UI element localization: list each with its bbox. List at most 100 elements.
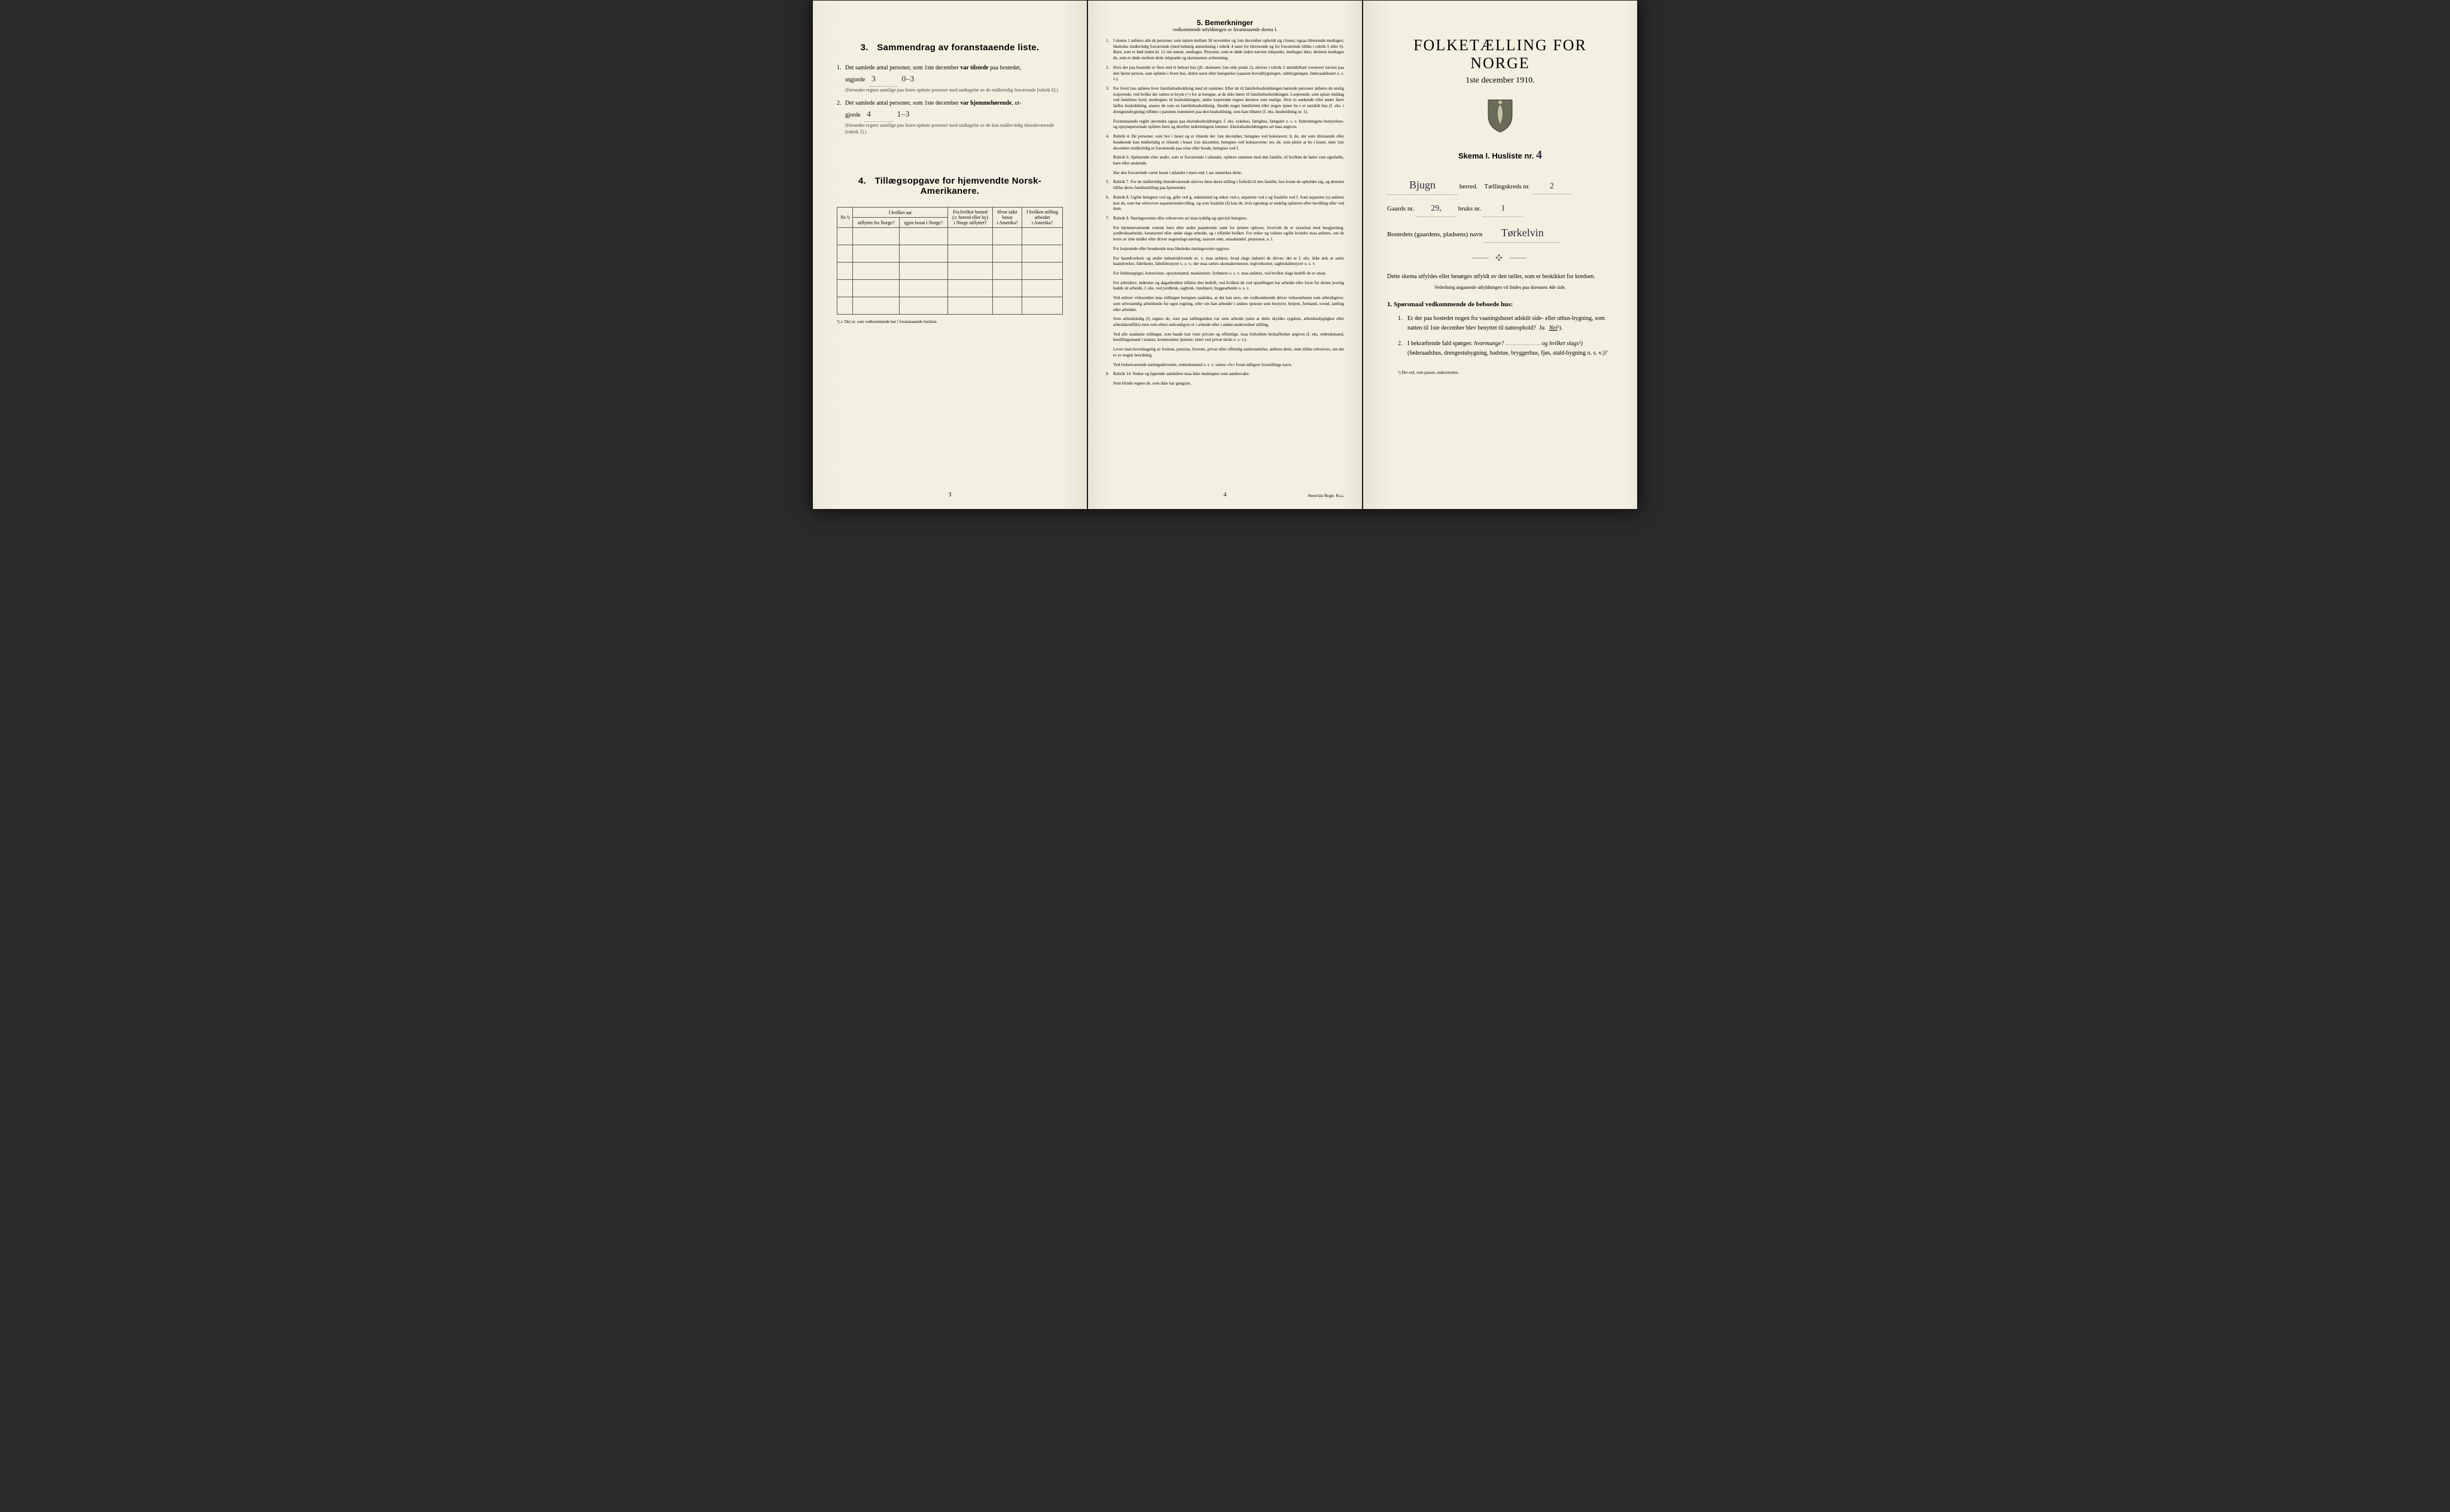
r8-num: 8. [1106, 371, 1113, 377]
main-title: FOLKETÆLLING FOR NORGE [1387, 36, 1613, 72]
col5a: Hvor sidst [998, 209, 1017, 215]
page-left: 3. Sammendrag av foranstaaende liste. 1.… [812, 0, 1087, 510]
r7e: For fuldmægtiger, kontorister, opsynsmæn… [1113, 271, 1344, 277]
sq1-text: Er der paa bostedet nogen fra vaaningshu… [1407, 315, 1605, 331]
r4: Rubrik 4. De personer, som bor i huset o… [1113, 134, 1344, 151]
page-number-left: 3 [949, 492, 952, 498]
col6b: arbeidet [1035, 215, 1050, 220]
table-row [837, 297, 1063, 315]
section3-num: 3. [861, 42, 869, 53]
section4-num: 4. [858, 176, 866, 186]
r5-num: 5. [1106, 179, 1113, 191]
sq2c: og hvilket slags¹) [1541, 340, 1583, 347]
col5b: bosat [1002, 215, 1013, 220]
q2-text-c: gjorde [845, 112, 861, 118]
sq2a: I bekræftende fald spørges: [1407, 340, 1473, 347]
herred-label: herred. [1459, 183, 1478, 190]
col4b: (ɔ: herred eller by) [952, 215, 988, 220]
q1-heading-num: 1. [1387, 301, 1392, 308]
bruks-value: 1 [1483, 201, 1523, 217]
q1-heading-text: Spørsmaal vedkommende de beboede hus: [1394, 301, 1513, 308]
r7d: For haandverkere og andre industridriven… [1113, 256, 1344, 267]
section4-footnote: ¹) ɔ: Det nr. som vedkommende har i fora… [837, 319, 1063, 324]
gaards-value: 29, [1416, 201, 1456, 217]
main-date: 1ste december 1910. [1387, 76, 1613, 86]
q1-text-a: Det samlede antal personer, som 1ste dec… [845, 65, 959, 71]
coat-of-arms-icon [1387, 97, 1613, 136]
col6c: i Amerika? [1032, 220, 1053, 225]
r3-num: 3. [1106, 86, 1113, 115]
r7-num: 7. [1106, 216, 1113, 222]
q1-num: 1. [837, 63, 845, 94]
q1-body: Det samlede antal personer, som 1ste dec… [845, 63, 1063, 94]
section3-heading: 3. Sammendrag av foranstaaende liste. [837, 42, 1063, 53]
r6-num: 6. [1106, 195, 1113, 212]
kreds-label: Tællingskreds nr. [1484, 183, 1529, 190]
table-row [837, 245, 1063, 263]
page-number-middle: 4 [1224, 492, 1227, 498]
section4-title: Tillægsopgave for hjemvendte Norsk-Ameri… [874, 176, 1041, 196]
q1-fine: (Herunder regnes samtlige paa listen opf… [845, 87, 1063, 93]
printer-mark: Steen'ske Bogtr. Kr.a. [1308, 493, 1344, 498]
q1-value: 3 [869, 73, 898, 87]
col3: igjen bosat i Norge? [899, 218, 947, 228]
instruction-2: Veiledning angaaende utfyldningen vil fi… [1387, 285, 1613, 290]
kreds-value: 2 [1532, 179, 1573, 194]
table-row [837, 280, 1063, 297]
skema-line: Skema I. Husliste nr. 4 [1387, 148, 1613, 162]
sq1-body: Er der paa bostedet nogen fra vaaningshu… [1407, 314, 1613, 333]
q2-value: 4 [864, 108, 893, 122]
sq2d: (føderaadshus, drengestubygning, badstue… [1407, 350, 1607, 356]
bosted-label: Bostedets (gaardens, pladsens) navn [1387, 231, 1482, 238]
subq-2: 2. I bekræftende fald spørges: hvormange… [1398, 339, 1613, 358]
r2: Hvis der paa bostedet er flere end ét be… [1113, 65, 1344, 83]
q1-value2: 0–3 [901, 75, 914, 84]
ornament-divider: ⸻ ❖ ⸻ [1387, 252, 1613, 263]
r6: Rubrik 8. Ugifte betegnes ved ug, gifte … [1113, 195, 1344, 212]
section3-title: Sammendrag av foranstaaende liste. [877, 42, 1039, 53]
r7c: For losjerende eller besøkende maa likel… [1113, 246, 1344, 252]
table-norsk-amerikanere: Nr.¹) I hvilket aar Fra hvilket bosted (… [837, 207, 1063, 315]
r3b: Foranstaaende regler anvendes ogsaa paa … [1113, 119, 1344, 130]
section5-title: Bemerkninger [1205, 19, 1253, 27]
bosted-row: Bostedets (gaardens, pladsens) navn Tørk… [1387, 223, 1613, 243]
section5-num: 5. [1197, 19, 1203, 27]
right-footnote: ¹) Det ord, som passer, understrеkes. [1398, 370, 1613, 375]
sq2b: hvormange? [1474, 340, 1504, 347]
q2-num: 2. [837, 99, 845, 136]
bruks-label: bruks nr. [1458, 205, 1482, 212]
q1-bold: var tilstede [960, 65, 988, 71]
sq1-num: 1. [1398, 314, 1407, 333]
page-middle: 5. Bemerkninger vedkommende utfyldningen… [1087, 0, 1363, 510]
section5-heading: 5. Bemerkninger [1106, 19, 1344, 27]
col5: Hvor sidst bosat i Amerika? [993, 208, 1022, 228]
r7i: Ved alle saadanne stillinger, som baade … [1113, 332, 1344, 343]
r7g: Ved enhver virksomhet maa stillingen bet… [1113, 295, 1344, 313]
col1: Nr.¹) [837, 208, 853, 228]
instruction-1: Dette skema utfyldes eller besørges utfy… [1387, 272, 1613, 281]
col2a: I hvilket aar [853, 208, 947, 218]
r5: Rubrik 7. For de midlertidig tilstedevær… [1113, 179, 1344, 191]
q1-text-b: paa bostedet, [990, 65, 1021, 71]
col6: I hvilken stilling arbeidet i Amerika? [1022, 208, 1062, 228]
table-row [837, 263, 1063, 280]
r7: Rubrik 9. Næringsveiens eller erhvervets… [1113, 216, 1344, 222]
q2-value2: 1–3 [897, 110, 910, 119]
gaards-label: Gaards nr. [1387, 205, 1414, 212]
r7k: Ved forhenværende næringsdrivende, embed… [1113, 362, 1344, 368]
r7h: Som arbeidsledig (l) regnes de, som paa … [1113, 316, 1344, 328]
q2-text-b: , ut- [1011, 100, 1021, 106]
r7j: Lever man hovedsagelig av formue, pensio… [1113, 347, 1344, 358]
r2-num: 2. [1106, 65, 1113, 83]
herred-row: Bjugn herred. Tællingskreds nr. 2 [1387, 175, 1613, 195]
col4c: i Norge utflyttet? [954, 220, 987, 225]
col2b: utflyttet fra Norge? [853, 218, 900, 228]
bosted-value: Tørkelvin [1484, 223, 1561, 243]
document-spread: 3. Sammendrag av foranstaaende liste. 1.… [812, 0, 1638, 510]
q1-heading: 1. Spørsmaal vedkommende de beboede hus: [1387, 301, 1613, 308]
r1-num: 1. [1106, 38, 1113, 62]
col4: Fra hvilket bosted (ɔ: herred eller by) … [947, 208, 993, 228]
r8b: Som blinde regnes de, som ikke har gangs… [1113, 381, 1344, 387]
sq2-num: 2. [1398, 339, 1407, 358]
herred-value: Bjugn [1387, 175, 1458, 195]
